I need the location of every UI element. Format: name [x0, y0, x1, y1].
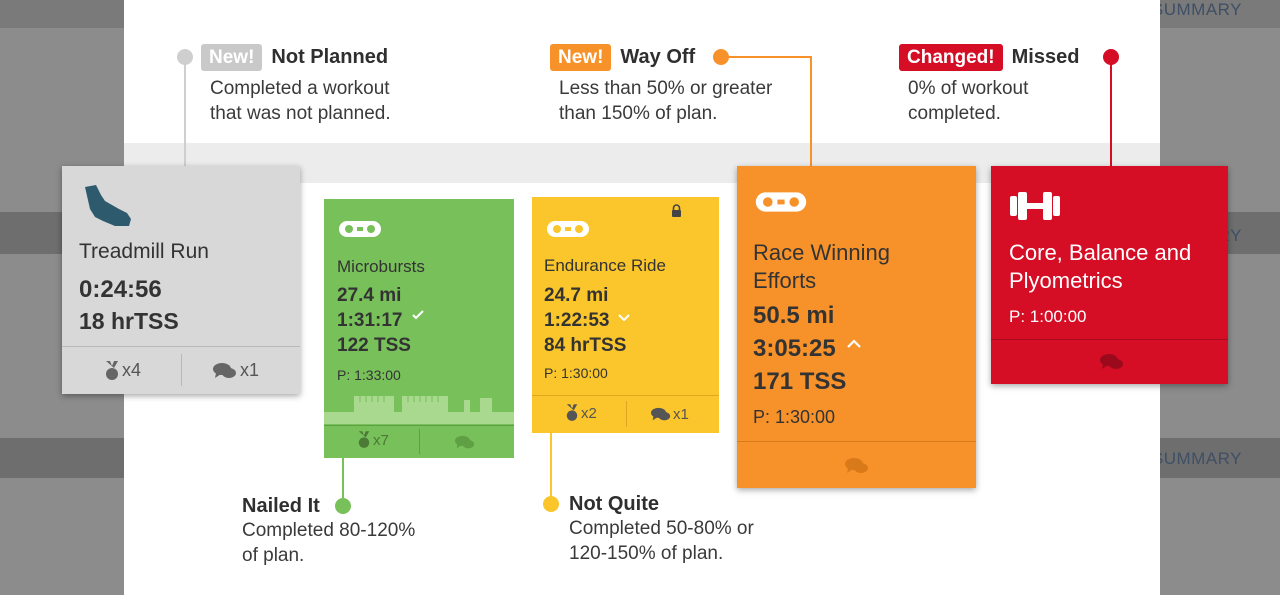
workout-card-endurance-ride[interactable]: Endurance Ride 24.7 mi 1:22:53 84 hrTSS … [532, 197, 719, 433]
changed-badge: Changed! [899, 43, 1003, 71]
comment-count: x1 [673, 406, 689, 423]
comments-button[interactable] [455, 435, 475, 450]
medal-icon [358, 431, 370, 448]
footer-separator [419, 429, 420, 454]
legend-missed: Changed! Missed 0% of workout completed. [899, 43, 1079, 126]
summary-label: SUMMARY [1151, 449, 1242, 468]
medal-icon [566, 404, 578, 421]
dumbbell-icon [1007, 190, 1063, 227]
chevron-down-icon [618, 309, 630, 327]
workout-distance: 24.7 mi [544, 285, 609, 306]
workout-distance: 27.4 mi [337, 285, 402, 306]
legend-title: Missed [1011, 45, 1080, 68]
workout-duration: 0:24:56 [79, 276, 162, 303]
card-divider [324, 425, 514, 426]
medals-button[interactable]: x4 [104, 360, 141, 381]
comments-icon [845, 458, 868, 473]
card-divider [62, 346, 300, 347]
legend-nailed-it: Nailed It Completed 80-120% of plan. [242, 492, 415, 568]
planned-duration: P: 1:33:00 [337, 367, 401, 383]
medal-count: x7 [373, 431, 389, 449]
comments-button[interactable] [1100, 353, 1124, 371]
workout-name: Race Winning Efforts [753, 240, 890, 293]
missed-connector [1110, 64, 1112, 166]
card-divider [532, 395, 719, 396]
legend-description: 0% of workout completed. [908, 78, 1029, 124]
legend-title: Not Planned [271, 45, 389, 68]
check-icon [412, 307, 424, 325]
comments-icon [1100, 354, 1123, 369]
workout-card-core-balance-plyometrics[interactable]: Core, Balance and Plyometrics P: 1:00:00 [991, 166, 1228, 384]
comments-button[interactable]: x1 [651, 406, 689, 423]
comments-icon [455, 435, 475, 449]
workout-tss: 18 hrTSS [79, 308, 179, 334]
summary-label: SUMMARY [1151, 0, 1242, 19]
footer-separator [626, 401, 627, 427]
workout-tss: 171 TSS [753, 368, 847, 395]
legend-not-quite: Not Quite Completed 50-80% or 120-150% o… [569, 490, 754, 566]
workout-tss: 122 TSS [337, 335, 411, 356]
workout-card-microbursts[interactable]: Microbursts 27.4 mi 1:31:17 122 TSS P: 1… [324, 199, 514, 458]
workout-card-race-winning-efforts[interactable]: Race Winning Efforts 50.5 mi 3:05:25 171… [737, 166, 976, 488]
legend-description: Completed 80-120% of plan. [242, 520, 416, 566]
way-off-connector [810, 56, 812, 166]
nailed-it-connector [342, 458, 344, 498]
not-quite-connector [550, 433, 552, 497]
workout-duration: 1:31:17 [337, 310, 403, 331]
legend-description: Less than 50% or greater than 150% of pl… [559, 78, 773, 124]
way-off-marker [713, 49, 729, 65]
workout-duration: 1:22:53 [544, 310, 610, 331]
comments-button[interactable]: x1 [213, 360, 259, 381]
not-planned-connector [184, 64, 186, 166]
workout-name: Core, Balance and Plyometrics [1009, 240, 1192, 293]
legend-title: Nailed It [242, 494, 320, 517]
comment-count: x1 [240, 360, 260, 380]
nailed-it-marker [335, 498, 351, 514]
workout-name: Microbursts [337, 257, 425, 276]
way-off-connector [726, 56, 812, 58]
legend-title: Not Quite [569, 492, 659, 515]
bike-chain-icon [338, 219, 382, 244]
comments-icon [213, 362, 236, 378]
bike-chain-icon [546, 219, 590, 244]
workout-name: Treadmill Run [79, 240, 209, 263]
legend-description: Completed 50-80% or 120-150% of plan. [569, 518, 754, 564]
card-divider [737, 441, 976, 442]
legend-not-planned: New! Not Planned Completed a workout tha… [201, 43, 391, 126]
chevron-up-icon [847, 335, 861, 353]
workout-tss: 84 hrTSS [544, 335, 627, 356]
medal-count: x4 [122, 360, 142, 380]
medal-icon [106, 360, 118, 380]
new-badge: New! [201, 43, 263, 71]
planned-duration: P: 1:30:00 [753, 407, 836, 427]
card-divider [991, 339, 1228, 340]
workout-name: Endurance Ride [544, 256, 666, 275]
planned-duration: P: 1:30:00 [544, 365, 608, 381]
not-planned-marker [177, 49, 193, 65]
legend-description: Completed a workout that was not planned… [210, 78, 391, 124]
medal-count: x2 [581, 404, 597, 422]
bike-chain-icon [753, 190, 809, 219]
workout-card-treadmill-run[interactable]: Treadmill Run 0:24:56 18 hrTSS x4 x1 [62, 166, 300, 394]
legend-title: Way Off [620, 45, 696, 68]
missed-marker [1103, 49, 1119, 65]
new-badge: New! [550, 43, 612, 71]
workout-duration: 3:05:25 [753, 335, 836, 362]
comments-icon [651, 407, 671, 421]
legend-way-off: New! Way Off Less than 50% or greater th… [550, 43, 772, 126]
workout-profile-graph [324, 394, 514, 429]
not-quite-marker [543, 496, 559, 512]
comments-button[interactable] [845, 457, 869, 475]
lock-icon [671, 204, 682, 222]
running-shoe-icon [79, 183, 133, 234]
medals-button[interactable]: x7 [357, 431, 389, 449]
medals-button[interactable]: x2 [565, 404, 597, 422]
footer-separator [181, 354, 182, 386]
workout-distance: 50.5 mi [753, 302, 835, 329]
planned-duration: P: 1:00:00 [1009, 307, 1087, 326]
